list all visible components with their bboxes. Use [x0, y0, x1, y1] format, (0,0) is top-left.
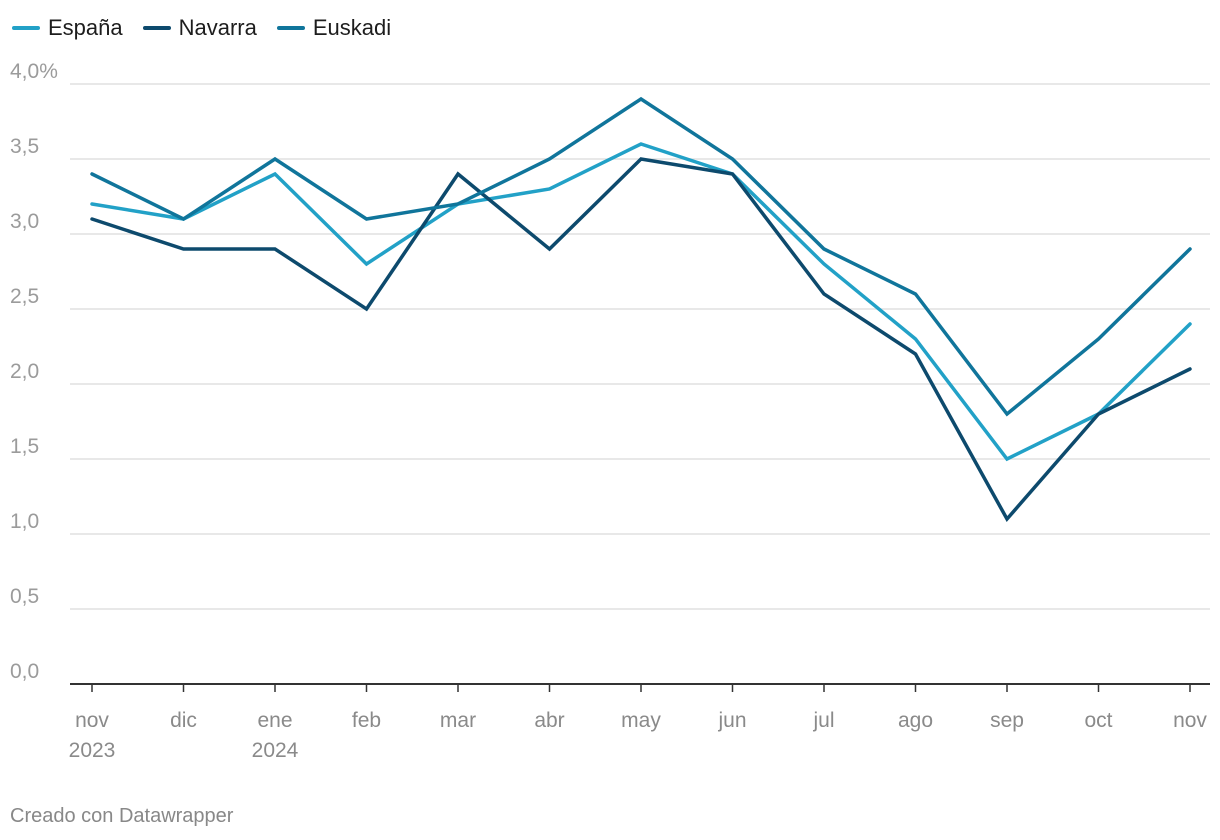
footer-credit: Creado con Datawrapper	[10, 805, 234, 827]
x-tick-label: feb	[352, 709, 381, 732]
legend-item: Euskadi	[276, 15, 392, 41]
y-tick-label: 3,5	[10, 135, 39, 158]
y-tick-label: 2,0	[10, 360, 39, 383]
x-tick-year-label: 2023	[69, 739, 116, 762]
y-tick-label: 4,0%	[10, 60, 58, 83]
legend-item: España	[12, 15, 123, 41]
x-tick-label: ene	[257, 709, 292, 732]
x-tick-year-label: 2024	[252, 739, 299, 762]
y-tick-label: 3,0	[10, 210, 39, 233]
x-tick-label: ago	[898, 709, 933, 732]
x-tick-label: sep	[990, 709, 1024, 732]
y-tick-label: 1,5	[10, 435, 39, 458]
legend-swatch	[12, 26, 40, 30]
legend-swatch	[142, 26, 171, 30]
series-line-1	[90, 142, 1192, 462]
x-tick-label: may	[621, 709, 661, 732]
series-line-3	[90, 96, 1192, 417]
y-tick-label: 0,0	[10, 660, 39, 683]
x-tick-label: jul	[812, 709, 834, 732]
x-tick-label: abr	[534, 709, 564, 732]
x-tick-label: nov	[1173, 709, 1207, 732]
y-tick-label: 1,0	[10, 510, 39, 533]
legend-label: Navarra	[178, 15, 257, 40]
line-chart: 0,0 0,5 1,0 1,5 2,0 2,5 3,0 3,5 4,0% nov 2023 dic en…	[10, 60, 1210, 762]
x-tick-label: mar	[440, 709, 476, 732]
legend-label: Euskadi	[312, 15, 392, 40]
legend-item: Navarra	[142, 15, 257, 41]
legend-label: España	[48, 15, 123, 40]
x-tick-label: nov	[75, 709, 109, 732]
y-tick-label: 0,5	[10, 585, 39, 608]
legend-swatch	[276, 26, 305, 30]
x-tick-label: jun	[717, 709, 746, 732]
legend: España Navarra Euskadi	[12, 15, 391, 41]
series-line-2	[90, 157, 1192, 523]
y-tick-label: 2,5	[10, 285, 39, 308]
x-tick-label: oct	[1084, 709, 1112, 732]
x-tick-label: dic	[170, 709, 197, 732]
